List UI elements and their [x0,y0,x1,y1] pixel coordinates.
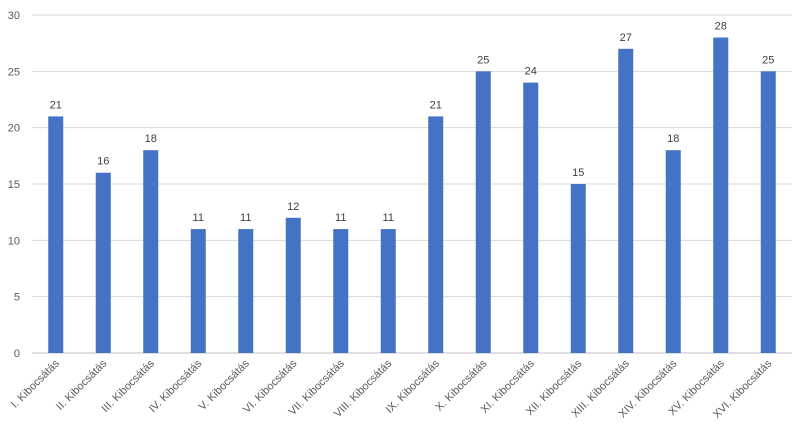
y-tick-label: 15 [8,179,20,191]
bar [48,116,64,354]
bar [523,82,539,353]
y-tick-label: 10 [8,235,20,247]
bar [380,229,396,353]
data-label: 11 [383,212,394,224]
data-label: 16 [97,156,109,168]
bar [428,116,444,354]
x-category-label: I. Kibocsátás [9,357,62,410]
bar [238,229,254,353]
bars [48,37,776,354]
bar [618,48,634,354]
bar [95,172,111,353]
data-label: 21 [430,99,442,111]
data-label: 18 [145,133,157,145]
data-label: 11 [193,212,204,224]
data-label: 12 [287,201,299,213]
bar [665,150,681,353]
y-tick-label: 0 [14,348,20,360]
gridlines [32,14,792,354]
y-tick-label: 25 [8,66,20,78]
y-tick-label: 5 [14,292,20,304]
data-label: 25 [477,54,489,66]
bar [333,229,349,353]
data-label: 24 [525,66,537,78]
data-label: 11 [335,212,346,224]
bar [143,150,159,353]
y-tick-label: 20 [8,123,20,135]
data-label: 27 [620,32,632,44]
bar [760,71,776,353]
bar [475,71,491,353]
data-labels: 21 16 18 11 11 12 11 11 21 25 24 15 27 18 28 25 [50,21,775,225]
bar [190,229,206,353]
data-label: 28 [715,21,727,33]
bar [570,184,586,353]
bar [285,217,301,353]
data-label: 11 [240,212,251,224]
bar [713,37,729,354]
data-label: 15 [572,167,584,179]
y-tick-label: 30 [8,10,20,22]
data-label: 21 [50,99,62,111]
data-label: 18 [667,133,679,145]
data-label: 25 [762,54,774,66]
y-axis-ticks: 0 5 10 15 20 25 30 [8,10,20,360]
